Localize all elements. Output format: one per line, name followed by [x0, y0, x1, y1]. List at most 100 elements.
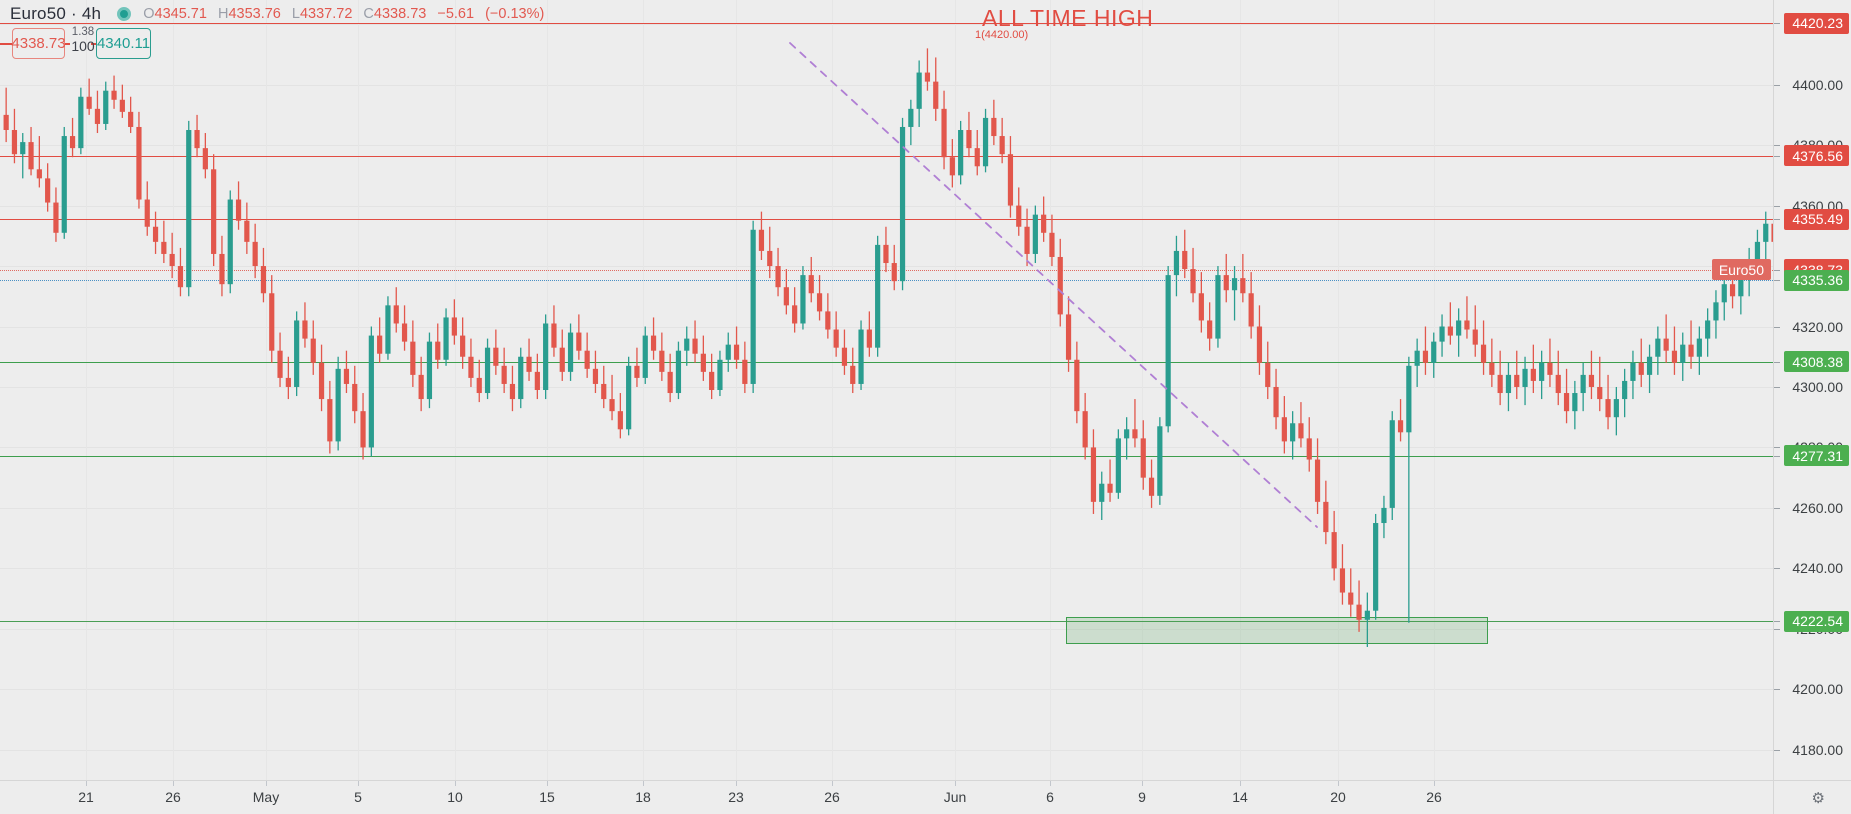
- price-axis-tick: [1774, 447, 1780, 449]
- candle-body: [1132, 429, 1138, 439]
- price-level-badge[interactable]: 4277.31: [1784, 445, 1849, 467]
- candle-body: [194, 130, 200, 149]
- candle-body: [675, 350, 682, 394]
- candle-body: [493, 347, 499, 366]
- price-level-line[interactable]: [0, 23, 1773, 25]
- price-level-badge[interactable]: 4335.36: [1784, 269, 1849, 291]
- time-axis-label: 6: [1046, 789, 1054, 805]
- candle-body: [1497, 374, 1503, 394]
- price-level-badge[interactable]: 4308.38: [1784, 351, 1849, 373]
- price-level-badge[interactable]: 4222.54: [1784, 610, 1849, 632]
- candle-body: [277, 350, 283, 378]
- candle-body: [1563, 393, 1570, 412]
- low-label: L: [291, 6, 300, 22]
- price-axis-tick-label: 4200.00: [1792, 681, 1843, 698]
- price-level-line[interactable]: [0, 155, 1773, 157]
- price-axis-tick: [1774, 145, 1780, 147]
- spread-size-tag: 1.38 100: [70, 25, 96, 53]
- price-axis[interactable]: 4400.004380.004360.004320.004300.004280.…: [1773, 0, 1851, 780]
- price-level-badge[interactable]: 4355.49: [1784, 208, 1849, 230]
- price-level-badge[interactable]: 4376.56: [1784, 145, 1849, 167]
- price-level-line[interactable]: [0, 621, 1773, 623]
- candle-body: [1331, 532, 1337, 569]
- candle-body: [103, 90, 109, 124]
- chart-legend: Euro50 · 4h O4345.71 H4353.76 L4337.72 C…: [10, 4, 551, 24]
- candle-body: [252, 241, 258, 267]
- candle-body: [119, 99, 125, 112]
- candle-body: [186, 130, 192, 288]
- candle-body: [1638, 362, 1644, 375]
- price-axis-tick: [1774, 689, 1780, 691]
- gear-icon[interactable]: ⚙: [1811, 790, 1825, 807]
- candle-body: [1124, 429, 1130, 439]
- candle-body: [1696, 338, 1702, 357]
- price-axis-tick-label: 4180.00: [1792, 741, 1843, 758]
- gridline-vertical: [1142, 0, 1143, 780]
- candle-body: [551, 323, 557, 348]
- candle-body: [841, 347, 848, 366]
- demand-zone-rectangle[interactable]: [1066, 617, 1488, 644]
- candle-body: [1074, 359, 1080, 412]
- candle-body: [1157, 426, 1163, 496]
- candle-body: [202, 148, 208, 170]
- candle-body: [368, 335, 374, 448]
- change-value: −5.61: [437, 6, 475, 22]
- time-axis-tick: [455, 781, 456, 786]
- ticker-price-badge: Euro50: [1711, 259, 1771, 281]
- candle-body: [875, 244, 881, 348]
- candle-body: [1007, 154, 1014, 206]
- bid-price-tag[interactable]: 4338.73: [11, 28, 66, 59]
- descending-trendline[interactable]: [0, 0, 1773, 780]
- candle-body: [69, 136, 76, 149]
- candle-body: [1539, 362, 1545, 381]
- candle-body: [1032, 214, 1038, 254]
- gridline-horizontal: [0, 24, 1773, 26]
- ask-price-tag[interactable]: 4340.11: [96, 28, 151, 59]
- gridline-vertical: [736, 0, 737, 780]
- candle-body: [1041, 214, 1047, 233]
- candle-body: [86, 96, 92, 109]
- candle-body: [327, 399, 333, 442]
- candle-body: [982, 117, 989, 167]
- symbol-name[interactable]: Euro50: [10, 4, 67, 23]
- gridline-horizontal: [0, 84, 1773, 86]
- gridline-horizontal: [0, 205, 1773, 207]
- candle-body: [717, 359, 723, 390]
- chart-plot-area[interactable]: 1(4420.00) ALL TIME HIGH: [0, 0, 1773, 780]
- candle-body: [1771, 223, 1773, 242]
- gridline-vertical: [455, 0, 456, 780]
- price-level-line[interactable]: [0, 455, 1773, 457]
- quote-size-value: 100: [71, 38, 95, 54]
- all-time-high-annotation[interactable]: ALL TIME HIGH: [982, 5, 1154, 31]
- candle-body: [1663, 338, 1669, 351]
- price-level-badge[interactable]: 4420.23: [1784, 12, 1849, 34]
- candle-body: [94, 108, 101, 124]
- time-axis-label: 21: [78, 789, 94, 805]
- price-level-line[interactable]: [0, 219, 1773, 221]
- candle-body: [634, 365, 640, 378]
- gridline-horizontal: [0, 568, 1773, 570]
- candle-body: [509, 383, 516, 400]
- price-axis-tick-label: 4320.00: [1792, 318, 1843, 335]
- time-axis-tick: [1142, 781, 1143, 786]
- candle-body: [1090, 447, 1097, 502]
- candle-body: [1588, 374, 1595, 387]
- chart-settings-cell[interactable]: ⚙: [1773, 781, 1851, 814]
- candle-body: [244, 220, 250, 242]
- price-level-line[interactable]: [0, 361, 1773, 363]
- spread-value: 1.38: [71, 26, 95, 38]
- candle-body: [360, 411, 366, 448]
- candle-body: [1024, 226, 1030, 254]
- candle-body: [1763, 223, 1769, 242]
- candle-body: [800, 275, 806, 324]
- time-axis[interactable]: ⚙ 21 26 May 5 10 15 18 23 26 Jun 6 9 14 20 26: [0, 780, 1851, 814]
- candle-body: [443, 317, 449, 360]
- candle-body: [1115, 438, 1121, 493]
- candle-body: [36, 169, 42, 179]
- spread-connector-right: [91, 43, 96, 45]
- market-status-dot-icon: [117, 7, 132, 21]
- candle-body: [3, 114, 9, 130]
- interval-label[interactable]: 4h: [81, 4, 102, 23]
- price-level-line[interactable]: [0, 280, 1773, 282]
- candle-body: [626, 365, 632, 430]
